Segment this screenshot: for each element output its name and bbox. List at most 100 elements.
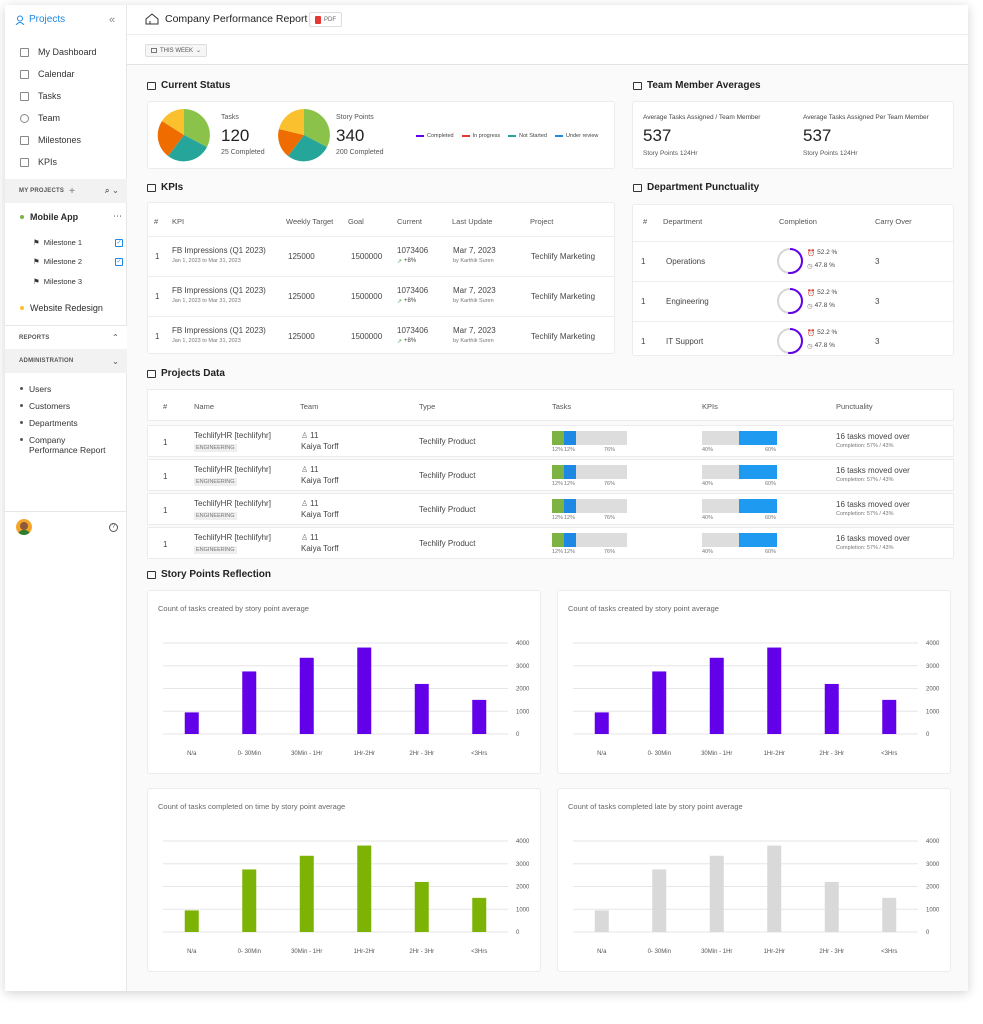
story-sub: 200 Completed: [336, 149, 384, 156]
kpi-name: FB Impressions (Q1 2023): [172, 286, 266, 295]
bar[interactable]: [824, 683, 839, 734]
chart-icon: [20, 157, 29, 167]
bar[interactable]: [824, 881, 839, 932]
bar[interactable]: [299, 855, 314, 932]
bar[interactable]: [242, 869, 257, 932]
kpi-project: Techlify Marketing: [531, 252, 596, 261]
tasks-bar-inprogress: [564, 431, 576, 445]
project-index: 1: [163, 540, 168, 549]
project-name: TechlifyHR [techlifyhr]: [194, 431, 271, 440]
bar[interactable]: [882, 699, 897, 734]
col-header: Name: [194, 402, 215, 411]
col-header: Weekly Target: [286, 217, 334, 226]
bar[interactable]: [472, 897, 487, 932]
collapse-icon[interactable]: «: [109, 14, 116, 26]
avatar[interactable]: [16, 519, 32, 535]
kpi-pct-1: 40%: [702, 549, 714, 555]
kpi-row[interactable]: 1 FB Impressions (Q1 2023) Jan 1, 2023 to …: [148, 276, 614, 316]
admin-users[interactable]: Users: [20, 384, 51, 394]
milestone-2[interactable]: ⚑ Milestone 2 ✓: [33, 257, 123, 266]
bar[interactable]: [242, 671, 257, 734]
milestone-1[interactable]: ⚑ Milestone 1 ✓: [33, 238, 123, 247]
bar[interactable]: [709, 657, 724, 734]
bar-chart-1: 0 1000 2000 3000 4000 N/a 0- 30Min 30Min - 1Hr 1…: [163, 641, 530, 757]
bar[interactable]: [767, 647, 782, 734]
project-mobile-app[interactable]: Mobile App: [20, 212, 78, 222]
main-nav: My Dashboard Calendar Tasks Team Milesto…: [5, 41, 127, 173]
kpis-bar-fill: [739, 533, 777, 547]
project-row[interactable]: 1 TechlifyHR [techlifyhr] ENGINEERING ♙ 11 Ka…: [147, 493, 954, 525]
bar[interactable]: [767, 845, 782, 932]
col-header: Tasks: [552, 402, 572, 411]
kpi-row[interactable]: 1 FB Impressions (Q1 2023) Jan 1, 2023 to …: [148, 316, 614, 356]
col-header: Last Update: [452, 217, 493, 226]
project-row[interactable]: 1 TechlifyHR [techlifyhr] ENGINEERING ♙ 11 Ka…: [147, 527, 954, 559]
bar[interactable]: [709, 855, 724, 932]
bar[interactable]: [652, 869, 667, 932]
nav-team[interactable]: Team: [5, 107, 127, 129]
donut-fill: [777, 328, 803, 354]
bar[interactable]: [299, 657, 314, 734]
dept-name: IT Support: [666, 337, 704, 346]
bar[interactable]: [184, 712, 199, 734]
check-icon[interactable]: ✓: [115, 238, 123, 247]
chart-card-4: Count of tasks completed late by story p…: [557, 788, 951, 972]
admin-company-report[interactable]: Company Performance Report: [20, 435, 115, 455]
bar[interactable]: [472, 699, 487, 734]
tasks-sub: 25 Completed: [221, 149, 265, 156]
bar[interactable]: [414, 683, 429, 734]
avg-label-1: Average Tasks Assigned / Team Member: [643, 114, 761, 121]
tasks-pct-3: 76%: [604, 515, 616, 521]
nav-label: KPIs: [38, 157, 58, 167]
admin-customers[interactable]: Customers: [20, 401, 70, 411]
bar[interactable]: [594, 712, 609, 734]
nav-kpis[interactable]: KPIs: [5, 151, 127, 173]
punctuality-text: 16 tasks moved over: [836, 534, 910, 543]
project-row[interactable]: 1 TechlifyHR [techlifyhr] ENGINEERING ♙ 11 Ka…: [147, 425, 954, 457]
bar[interactable]: [357, 845, 372, 932]
kpi-index: 1: [155, 332, 160, 341]
week-filter-dropdown[interactable]: THIS WEEK ⌄: [145, 44, 208, 57]
my-projects-header[interactable]: MY PROJECTS + ⌕ ⌄: [5, 179, 127, 203]
kpi-row[interactable]: 1 FB Impressions (Q1 2023) Jan 1, 2023 to …: [148, 236, 614, 276]
nav-calendar[interactable]: Calendar: [5, 63, 127, 85]
nav-tasks[interactable]: Tasks: [5, 85, 127, 107]
reports-header[interactable]: REPORTS ⌃: [5, 325, 127, 349]
y-tick-label: 2000: [516, 687, 530, 693]
page-title-group: Company Performance Report: [145, 13, 307, 25]
chevron-down-icon[interactable]: ⌄: [112, 356, 119, 366]
nav-my-dashboard[interactable]: My Dashboard: [5, 41, 127, 63]
milestone-3[interactable]: ⚑ Milestone 3: [33, 277, 123, 286]
project-row[interactable]: 1 TechlifyHR [techlifyhr] ENGINEERING ♙ 11 Ka…: [147, 459, 954, 491]
search-chevron-icons[interactable]: ⌕ ⌄: [104, 186, 119, 195]
bar[interactable]: [882, 897, 897, 932]
section-title-text: Team Member Averages: [647, 80, 761, 91]
x-tick-label: 0- 30Min: [648, 751, 671, 757]
bar[interactable]: [414, 881, 429, 932]
project-website-redesign[interactable]: Website Redesign: [20, 303, 103, 313]
admin-departments[interactable]: Departments: [20, 418, 78, 428]
punct-row[interactable]: 1 Operations ⏰ 52.2 % ◷ 47.8 % 3: [633, 241, 953, 281]
kpis-bar-fill: [739, 499, 777, 513]
bar[interactable]: [652, 671, 667, 734]
help-icon[interactable]: ?: [109, 523, 118, 532]
punct-row[interactable]: 1 IT Support ⏰ 52.2 % ◷ 47.8 % 3: [633, 321, 953, 361]
punct-row[interactable]: 1 Engineering ⏰ 52.2 % ◷ 47.8 % 3: [633, 281, 953, 321]
x-tick-label: N/a: [597, 751, 607, 757]
chevron-up-icon[interactable]: ⌃: [112, 333, 119, 342]
more-icon[interactable]: ⋯: [113, 211, 122, 221]
tasks-pct-3: 76%: [604, 447, 616, 453]
kpi-delta: ↗ +8%: [397, 298, 416, 305]
bar[interactable]: [184, 910, 199, 932]
nav-milestones[interactable]: Milestones: [5, 129, 127, 151]
administration-header[interactable]: ADMINISTRATION ⌄: [5, 349, 127, 373]
check-icon[interactable]: ✓: [115, 257, 123, 266]
kpis-bar: [702, 533, 777, 547]
bar[interactable]: [594, 910, 609, 932]
y-tick-label: 4000: [926, 839, 940, 845]
add-icon[interactable]: +: [69, 185, 76, 197]
brand[interactable]: Projects: [15, 14, 65, 25]
pdf-button[interactable]: PDF: [309, 12, 342, 27]
bar[interactable]: [357, 647, 372, 734]
col-header: #: [163, 402, 168, 411]
